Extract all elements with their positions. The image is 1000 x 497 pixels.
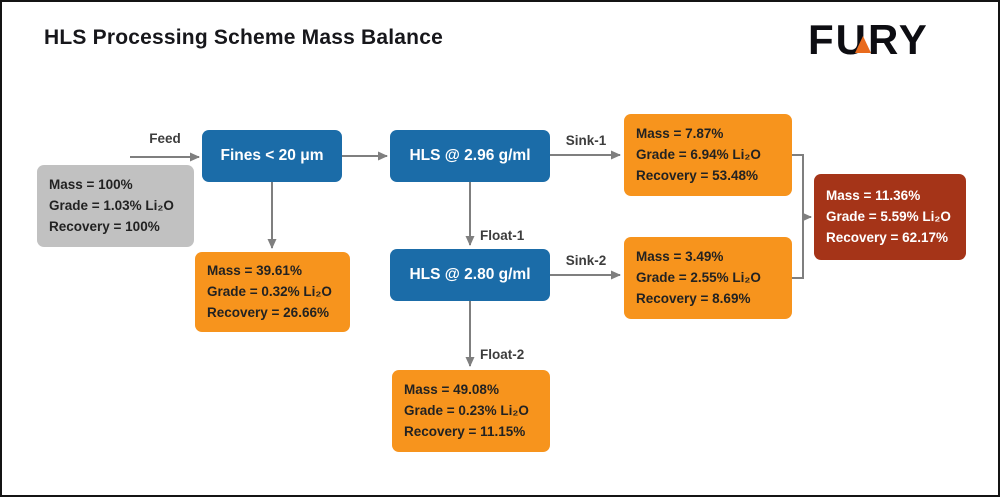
combined-grade: Grade = 5.59% Li₂O [826,208,951,224]
fury-logo: FURY [808,14,958,66]
sink2-recovery: Recovery = 8.69% [636,291,751,307]
sink1-recovery: Recovery = 53.48% [636,168,758,184]
float2-stats-box: Mass = 49.08% Grade = 0.23% Li₂O Recover… [392,370,550,452]
fines-reject-stats-box: Mass = 39.61% Grade = 0.32% Li₂O Recover… [195,252,350,332]
sink2-grade: Grade = 2.55% Li₂O [636,269,761,285]
sink1-merge-line [792,154,804,217]
node-hls-280: HLS @ 2.80 g/ml [390,249,550,301]
sink2-mass: Mass = 3.49% [636,248,724,264]
fury-logo-accent-icon [855,36,871,53]
feed-stream-label: Feed [149,131,181,146]
float2-grade: Grade = 0.23% Li₂O [404,402,529,418]
sink1-grade: Grade = 6.94% Li₂O [636,146,761,162]
feed-grade: Grade = 1.03% Li₂O [49,197,174,213]
float2-recovery: Recovery = 11.15% [404,424,526,440]
feed-stats-box: Mass = 100% Grade = 1.03% Li₂O Recovery … [37,165,194,247]
combined-mass: Mass = 11.36% [826,187,921,203]
combined-stats-box: Mass = 11.36% Grade = 5.59% Li₂O Recover… [814,174,966,260]
sink1-stream-label: Sink-1 [565,133,607,148]
page-title: HLS Processing Scheme Mass Balance [44,26,443,49]
feed-recovery: Recovery = 100% [49,219,160,235]
combined-recovery: Recovery = 62.17% [826,230,948,246]
float2-mass: Mass = 49.08% [404,381,499,397]
sink2-stats-box: Mass = 3.49% Grade = 2.55% Li₂O Recovery… [624,237,792,319]
float2-stream-label: Float-2 [480,347,525,362]
sink2-stream-label: Sink-2 [565,253,607,268]
node-hls-296: HLS @ 2.96 g/ml [390,130,550,182]
fines-reject-mass: Mass = 39.61% [207,262,302,278]
sink1-stats-box: Mass = 7.87% Grade = 6.94% Li₂O Recovery… [624,114,792,196]
node-fines-label: Fines < 20 μm [220,147,324,164]
feed-mass: Mass = 100% [49,176,133,192]
node-hls-280-label: HLS @ 2.80 g/ml [409,266,531,283]
fines-reject-recovery: Recovery = 26.66% [207,305,329,321]
sink1-mass: Mass = 7.87% [636,125,724,141]
node-hls-296-label: HLS @ 2.96 g/ml [409,147,531,164]
float1-stream-label: Float-1 [480,228,525,243]
fines-reject-grade: Grade = 0.32% Li₂O [207,283,332,299]
node-fines: Fines < 20 μm [202,130,342,182]
sink2-merge-line [792,217,804,279]
